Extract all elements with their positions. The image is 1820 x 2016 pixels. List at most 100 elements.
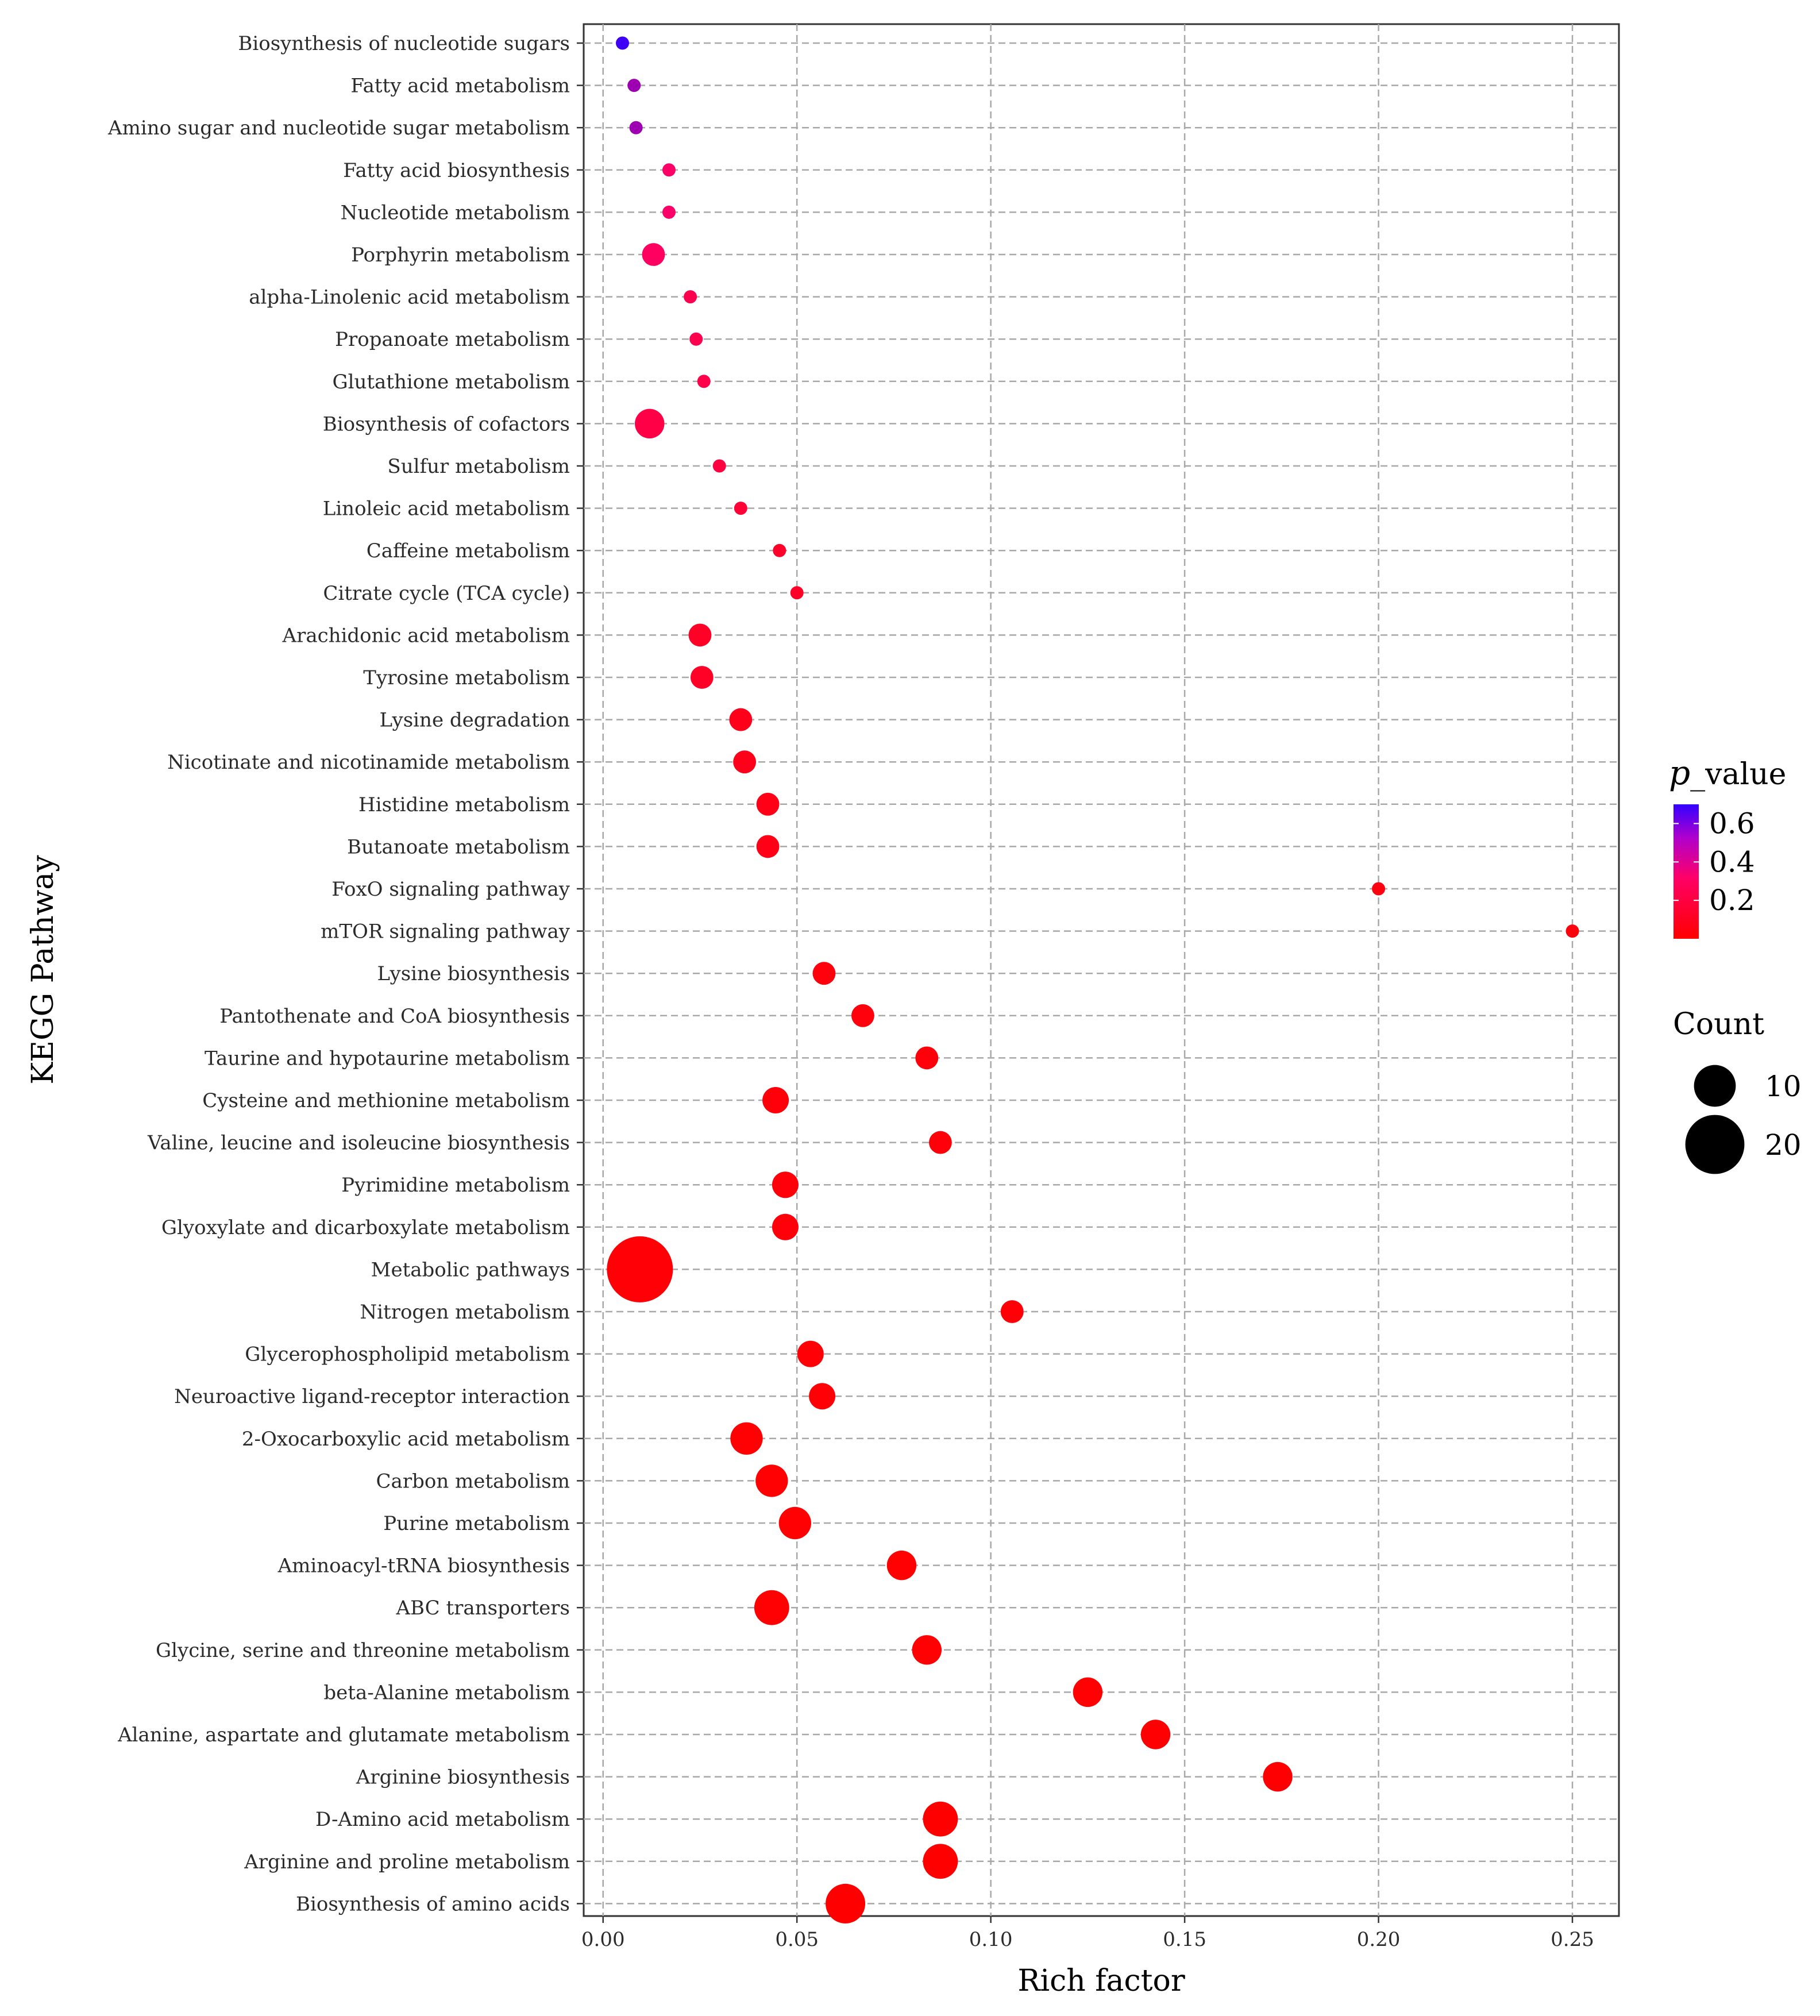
y-tick-label: Biosynthesis of amino acids [296,1892,570,1915]
data-point [826,1883,866,1924]
size-legend-label: 10 [1765,1070,1802,1103]
data-point [1000,1300,1024,1323]
y-tick-label: Histidine metabolism [358,793,570,816]
y-tick-label: Taurine and hypotaurine metabolism [205,1047,570,1070]
data-point [923,1844,958,1879]
y-tick-label: Amino sugar and nucleotide sugar metabol… [107,117,570,140]
color-legend-tick-label: 0.2 [1709,884,1755,917]
color-legend-title: p_value [1669,753,1786,792]
x-axis-title: Rich factor [1017,1964,1185,1998]
y-tick-label: Glyoxylate and dicarboxylate metabolism [161,1216,570,1239]
data-point [662,163,676,177]
data-point [690,666,714,689]
data-point [733,750,757,774]
y-tick-label: ABC transporters [396,1597,570,1620]
color-legend-title-italic: p [1669,753,1690,792]
y-tick-label: alpha-Linolenic acid metabolism [249,286,570,309]
y-tick-label: Caffeine metabolism [367,539,570,562]
x-tick-label: 0.05 [775,1928,819,1951]
size-legend-items: 10 20 [1685,1065,1802,1174]
data-point [689,332,703,346]
x-tick-label: 0.00 [581,1928,625,1951]
size-legend-title: Count [1673,1007,1764,1042]
data-point [1565,924,1579,938]
x-tick-label: 0.20 [1357,1928,1401,1951]
data-point [627,79,641,92]
color-legend: p_value 0.6 0.4 0.2 [1669,753,1786,939]
data-point [923,1801,958,1837]
data-point [684,290,697,304]
data-point [773,543,786,557]
data-point [797,1340,824,1367]
data-point [712,459,726,473]
y-tick-label: Butanoate metabolism [347,835,570,858]
data-points [607,36,1579,1924]
y-axis: Biosynthesis of nucleotide sugars Fatty a… [107,32,584,1915]
data-point [915,1046,939,1070]
y-tick-label: Pyrimidine metabolism [341,1174,570,1197]
data-point [1140,1720,1171,1749]
data-point [809,1383,836,1410]
size-legend-label: 20 [1765,1128,1802,1162]
x-tick-label: 0.10 [969,1928,1013,1951]
data-point [688,623,712,647]
grid-lines [584,24,1619,1916]
data-point [754,1590,789,1625]
data-point [756,835,780,858]
data-point [1073,1677,1103,1707]
size-legend: Count 10 20 [1673,1007,1802,1174]
y-tick-label: D-Amino acid metabolism [315,1808,570,1831]
y-tick-label: Metabolic pathways [371,1258,570,1281]
y-tick-label: Fatty acid biosynthesis [343,159,570,182]
data-point [886,1550,917,1581]
y-tick-label: Nucleotide metabolism [341,201,570,224]
y-tick-label: 2-Oxocarboxylic acid metabolism [242,1428,570,1451]
y-tick-label: Lysine biosynthesis [377,962,570,985]
color-legend-tick-label: 0.4 [1709,845,1755,878]
y-tick-label: mTOR signaling pathway [321,920,570,943]
y-tick-label: Arginine biosynthesis [356,1766,570,1789]
y-tick-label: Biosynthesis of cofactors [323,413,570,435]
data-point [615,36,629,50]
data-point [607,1236,673,1302]
y-tick-label: Biosynthesis of nucleotide sugars [238,32,570,55]
data-point [642,243,665,266]
data-point [790,586,804,600]
y-tick-label: Sulfur metabolism [387,455,570,478]
y-tick-label: Porphyrin metabolism [351,244,570,267]
y-tick-label: Valine, leucine and isoleucine biosynthe… [147,1132,570,1155]
size-legend-circle [1685,1115,1745,1174]
y-tick-label: Cysteine and methionine metabolism [202,1089,570,1112]
data-point [851,1004,874,1027]
data-point [1263,1761,1293,1792]
data-point [697,375,711,388]
x-tick-label: 0.15 [1163,1928,1206,1951]
data-point [772,1213,799,1240]
data-point [729,708,753,731]
data-point [762,1087,789,1113]
y-tick-label: Tyrosine metabolism [363,666,570,689]
y-tick-label: Pantothenate and CoA biosynthesis [219,1005,570,1028]
data-point [812,962,836,985]
y-tick-label: Citrate cycle (TCA cycle) [323,582,570,605]
color-legend-bar [1674,804,1699,939]
y-tick-label: Arachidonic acid metabolism [282,624,570,647]
y-tick-label: Nicotinate and nicotinamide metabolism [167,751,570,774]
y-tick-label: Nitrogen metabolism [360,1301,570,1324]
data-point [756,792,780,816]
data-point [734,502,747,515]
y-tick-label: Alanine, aspartate and glutamate metabol… [117,1724,570,1747]
x-tick-label: 0.25 [1551,1928,1594,1951]
y-tick-label: Glycerophospholipid metabolism [245,1343,570,1366]
y-tick-label: beta-Alanine metabolism [323,1681,570,1704]
y-tick-label: Carbon metabolism [376,1470,570,1493]
data-point [629,121,643,134]
color-legend-ticks: 0.6 0.4 0.2 [1674,807,1755,917]
y-tick-label: Fatty acid metabolism [350,75,570,98]
data-point [778,1506,811,1540]
y-tick-label: Aminoacyl-tRNA biosynthesis [277,1555,570,1578]
data-point [912,1635,942,1665]
size-legend-circle [1694,1065,1736,1107]
color-legend-tick-label: 0.6 [1709,807,1755,840]
